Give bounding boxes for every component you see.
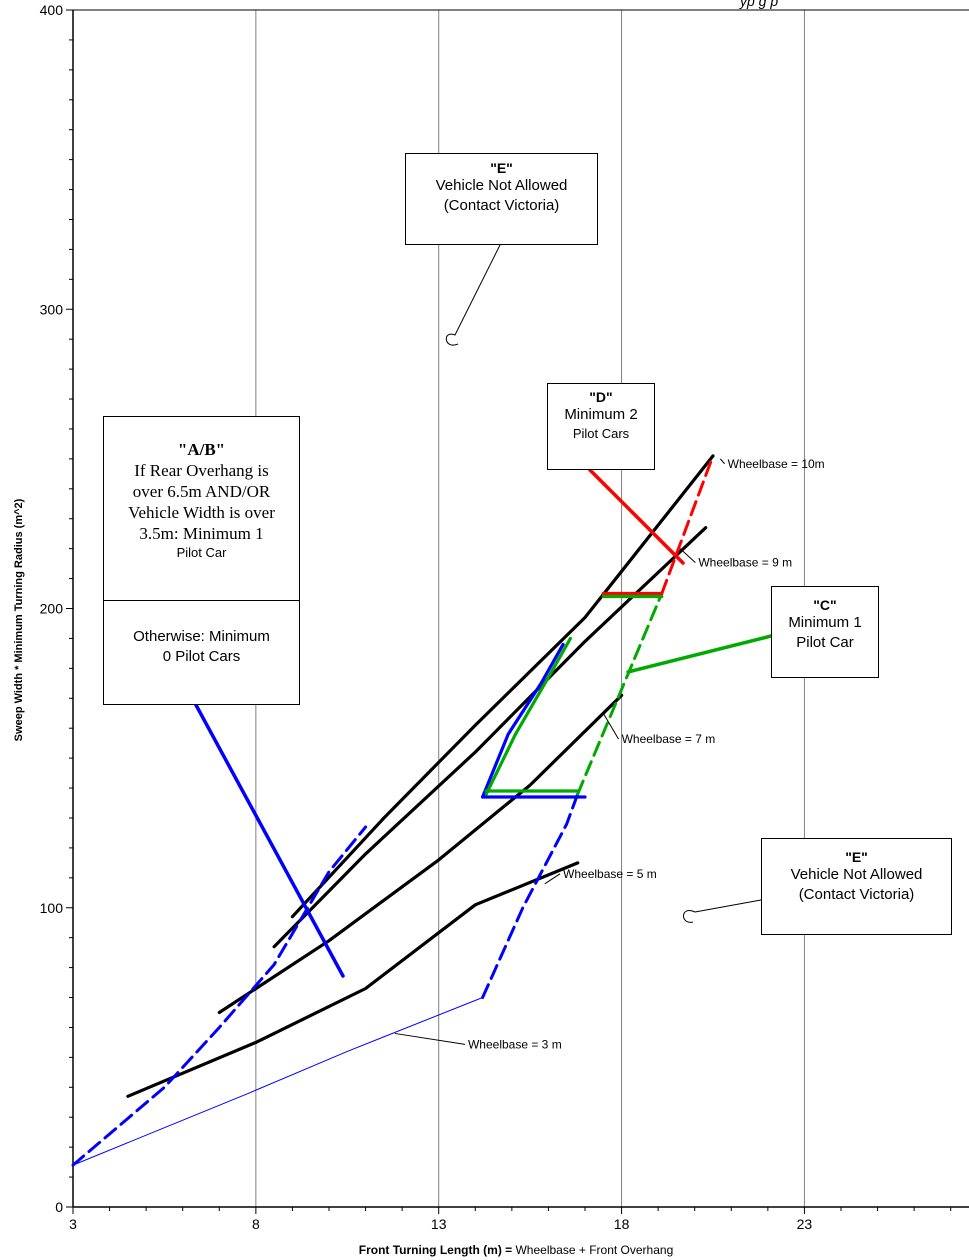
series-line-11 [481, 642, 565, 799]
zone-ab-line2: over 6.5m AND/OR [132, 482, 271, 501]
zone-e-top-code: "E" [490, 160, 513, 176]
wheelbase-leader [602, 712, 620, 740]
zone-e-bottom-line2: (Contact Victoria) [798, 886, 915, 903]
series-line-4 [290, 454, 715, 919]
zone-ab-box: "A/B" If Rear Overhang is over 6.5m AND/… [103, 416, 300, 705]
wheelbase-leader [679, 548, 696, 563]
zone-c-box: "C" Minimum 1 Pilot Car [771, 586, 879, 678]
zone-e-bottom-line1: Vehicle Not Allowed [790, 866, 923, 883]
wheelbase-label: Wheelbase = 10m [728, 457, 825, 471]
zone-ab-otherwise-line2: 0 Pilot Cars [162, 648, 241, 665]
y-tick-label: 100 [40, 900, 64, 916]
x-tick-label: 13 [431, 1216, 447, 1232]
zone-ab-line3: Vehicle Width is over [128, 503, 275, 522]
series-line-5 [71, 825, 368, 1167]
series-line-7 [576, 592, 664, 796]
zone-e-bottom-code: "E" [845, 849, 868, 865]
wheelbase-leader [394, 1032, 466, 1045]
zone-c-code: "C" [813, 597, 837, 613]
zone-ab-code: "A/B" [177, 440, 226, 459]
zone-ab-line1: If Rear Overhang is [134, 461, 269, 480]
series-line-6 [481, 792, 580, 999]
y-tick-label: 400 [40, 2, 64, 18]
zone-d-box: "D" Minimum 2 Pilot Cars [547, 383, 655, 470]
wheelbase-label: Wheelbase = 9 m [698, 556, 792, 570]
series-line-3 [272, 526, 708, 949]
wheelbase-leader [544, 873, 561, 885]
series-line-0 [72, 997, 484, 1166]
zone-e-bottom-box: "E" Vehicle Not Allowed (Contact Victori… [761, 838, 952, 935]
series-line-8 [660, 454, 715, 595]
series-line-1 [126, 861, 580, 1098]
x-tick-label: 23 [797, 1216, 813, 1232]
zone-e-top-pointer [454, 244, 501, 336]
zone-e-bottom-pointer [694, 899, 762, 913]
zone-pointers [194, 244, 773, 978]
x-tick-label: 8 [252, 1216, 260, 1232]
zone-d-line1: Minimum 2 [564, 406, 638, 423]
zone-e-bottom-hook [683, 910, 696, 923]
x-tick-label: 18 [614, 1216, 630, 1232]
series-line-12 [484, 636, 572, 796]
x-axis-label: Front Turning Length (m) = Wheelbase + F… [359, 1243, 674, 1257]
zone-ab-line4: 3.5m: Minimum 1 [139, 524, 264, 543]
y-tick-label: 200 [40, 601, 64, 617]
wheelbase-label: Wheelbase = 5 m [563, 867, 657, 881]
wheelbase-leader [719, 458, 726, 465]
zone-ab-pointer [194, 703, 345, 978]
zone-c-line1: Minimum 1 [788, 614, 862, 631]
zone-c-pointer [626, 634, 773, 674]
x-tick-label: 3 [69, 1216, 77, 1232]
y-tick-label: 300 [40, 301, 64, 317]
y-tick-label: 0 [55, 1199, 63, 1215]
wheelbase-label: Wheelbase = 7 m [622, 732, 716, 746]
zone-d-code: "D" [589, 389, 613, 405]
axes: 0 100 200 300 400 3 8 13 18 23 [40, 2, 969, 1232]
zone-e-top-hook [445, 333, 459, 346]
header-fragment: yp g p [739, 0, 778, 9]
zone-d-line2: Pilot Cars [572, 426, 630, 441]
zone-e-top-box: "E" Vehicle Not Allowed (Contact Victori… [405, 153, 598, 245]
y-axis-label: Sweep Width * Minimum Turning Radius (m^… [13, 498, 25, 741]
wheelbase-label: Wheelbase = 3 m [468, 1037, 562, 1051]
zone-ab-line5: Pilot Car [176, 545, 227, 560]
series-lines [71, 454, 715, 1167]
zone-d-pointer [588, 468, 685, 565]
series-line-2 [217, 693, 624, 1015]
zone-c-line2: Pilot Car [796, 634, 854, 651]
zone-e-top-line2: (Contact Victoria) [443, 197, 560, 214]
wheelbase-labels: Wheelbase = 3 m Wheelbase = 5 m Wheelbase … [394, 457, 825, 1051]
zone-ab-otherwise-line1: Otherwise: Minimum [133, 628, 270, 645]
zone-e-top-line1: Vehicle Not Allowed [435, 177, 568, 194]
